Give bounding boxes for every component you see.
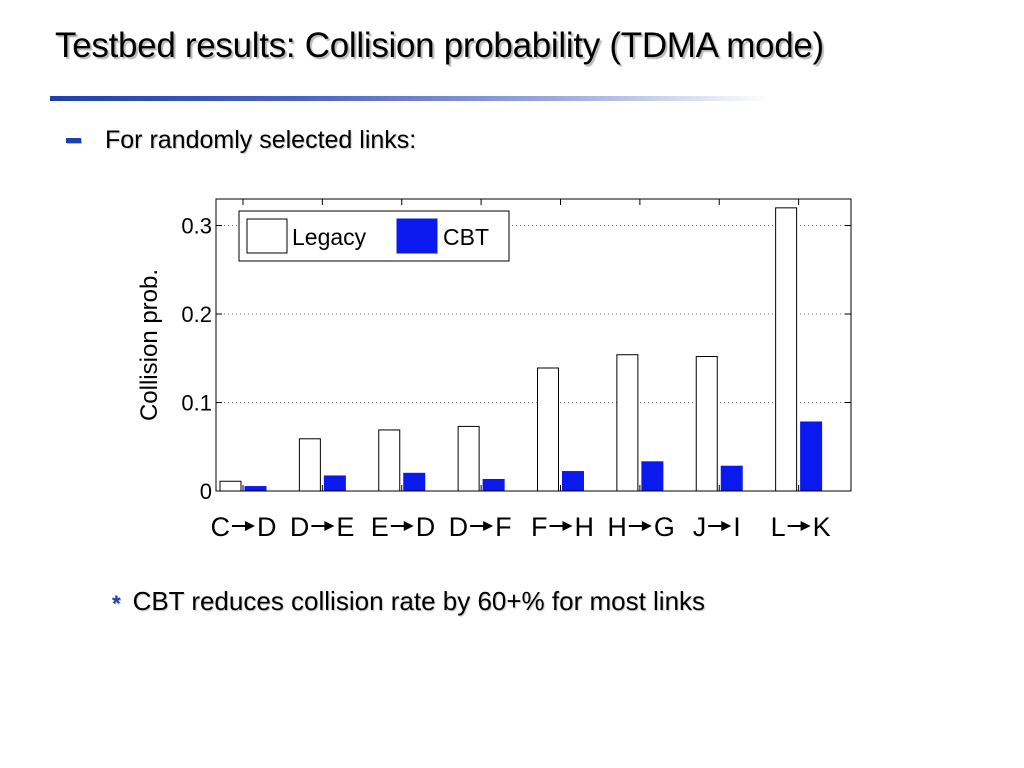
bar-legacy (298, 438, 321, 492)
x-tick-label-from: F (531, 512, 548, 542)
sub-bullet-text: CBT reduces collision rate by 60+% for m… (132, 586, 706, 616)
bar-cbt (641, 461, 664, 492)
x-tick-arrowhead-icon (800, 521, 811, 531)
bar-legacy (775, 207, 798, 492)
bar-legacy (616, 354, 639, 492)
bar-cbt (244, 486, 267, 492)
plot-frame (215, 198, 852, 492)
bar-cbt (562, 471, 584, 492)
x-tick-arrowhead-icon (403, 521, 414, 531)
x-tick-label-from: D (290, 512, 310, 542)
bar-legacy (378, 429, 401, 492)
title-underline (50, 96, 770, 101)
bar-cbt (720, 465, 743, 492)
x-tick-arrowhead-icon (562, 521, 573, 531)
bullet-item: For randomly selected links: (66, 126, 416, 155)
bar-legacy (537, 367, 559, 492)
y-tick-label: 0.2 (181, 302, 212, 327)
slide-title: Testbed results: Collision probability (… (55, 26, 824, 65)
legend-label-legacy: Legacy (292, 224, 367, 250)
legend-swatch-legacy (246, 218, 288, 254)
x-tick-label-to: G (654, 512, 675, 542)
x-tick-label-to: K (813, 512, 831, 542)
bar-cbt (482, 478, 505, 492)
x-tick-label-from: C (211, 512, 231, 542)
bullet-text: For randomly selected links: (105, 126, 417, 154)
x-tick-label-to: I (733, 512, 741, 542)
bar-legacy (695, 356, 718, 492)
x-tick-label-to: E (336, 512, 354, 542)
x-tick-label-from: L (771, 512, 786, 542)
x-tick-arrowhead-icon (641, 521, 652, 531)
x-tick-label-to: H (575, 512, 595, 542)
y-tick-label: 0 (200, 479, 212, 504)
x-tick-label-to: D (257, 512, 277, 542)
y-tick-label: 0.3 (181, 214, 212, 239)
x-tick-label-to: F (495, 512, 512, 542)
x-tick-label-from: H (607, 512, 627, 542)
x-tick-arrowhead-icon (245, 521, 255, 531)
bar-cbt (800, 421, 823, 492)
x-tick-label-from: D (449, 512, 469, 542)
legend-swatch-cbt (396, 218, 438, 254)
x-tick-label-from: J (693, 512, 707, 542)
bar-legacy (219, 480, 242, 492)
x-tick-arrowhead-icon (324, 521, 335, 531)
dash-icon (66, 138, 81, 143)
asterisk-icon: * (112, 590, 121, 616)
sub-bullet-item: * CBT reduces collision rate by 60+% for… (112, 586, 705, 617)
x-tick-arrowhead-icon (483, 521, 494, 531)
y-tick-label: 0.1 (181, 391, 212, 416)
bar-legacy (457, 425, 480, 492)
x-tick-label-to: D (416, 512, 436, 542)
bar-cbt (323, 475, 346, 492)
bar-cbt (403, 472, 426, 492)
legend-label-cbt: CBT (443, 224, 489, 250)
x-tick-label-from: E (371, 512, 389, 542)
x-tick-arrowhead-icon (721, 521, 732, 531)
y-axis-label: Collision prob. (136, 269, 163, 421)
